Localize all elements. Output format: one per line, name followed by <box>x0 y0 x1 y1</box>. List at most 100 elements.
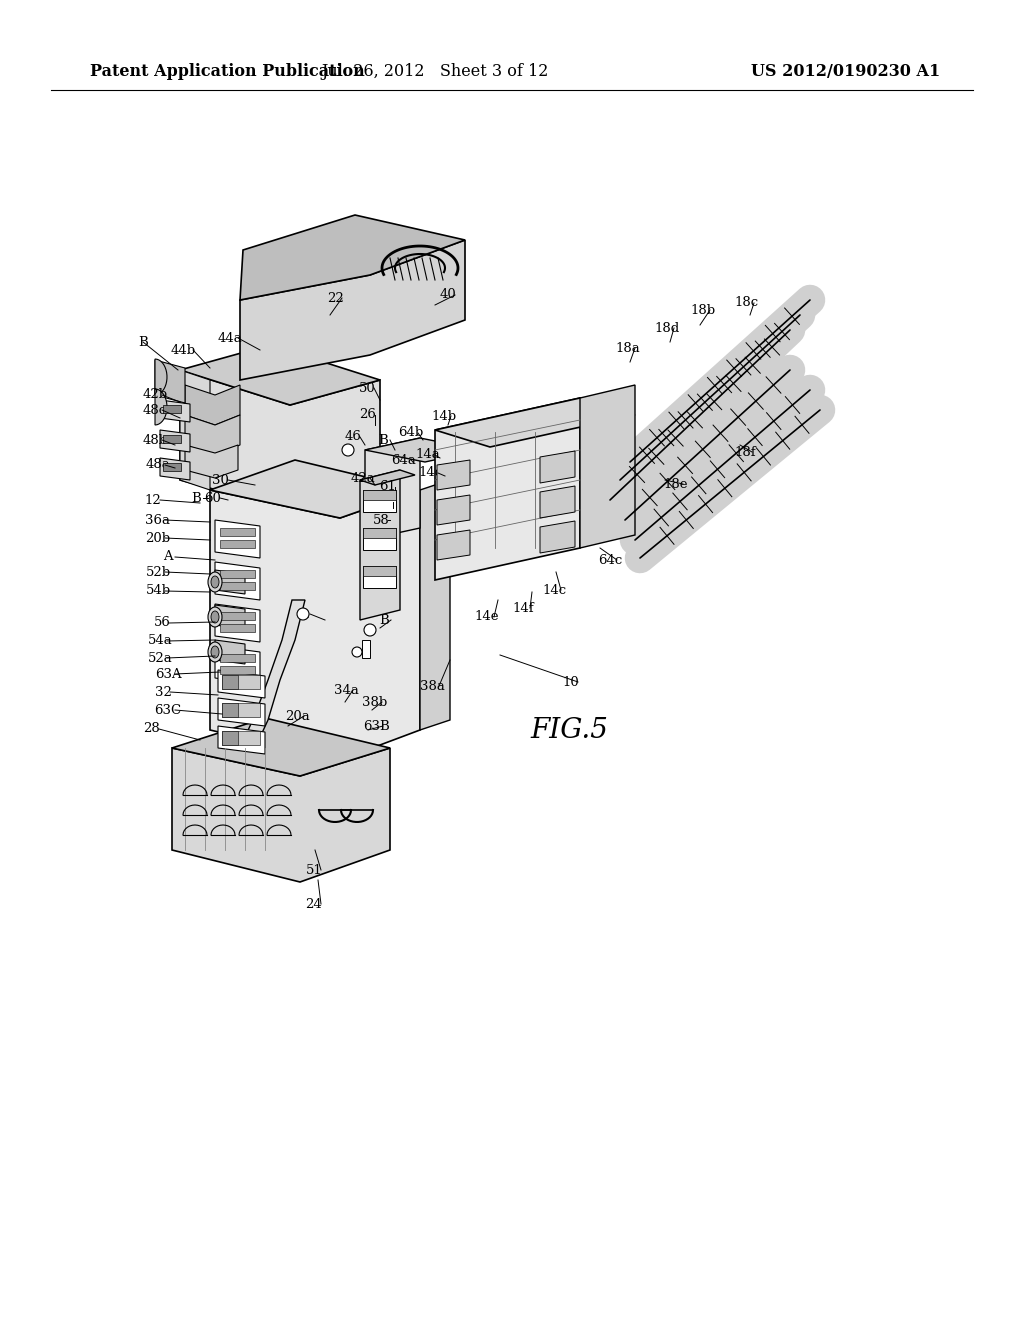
Text: 48b: 48b <box>142 433 168 446</box>
Text: 48a: 48a <box>145 458 170 471</box>
Polygon shape <box>218 726 265 754</box>
Bar <box>362 490 396 500</box>
Bar <box>362 566 396 576</box>
Text: 63C: 63C <box>155 704 181 717</box>
Polygon shape <box>180 370 380 510</box>
Polygon shape <box>435 399 635 447</box>
Ellipse shape <box>342 444 354 455</box>
Polygon shape <box>435 399 580 579</box>
Text: 30: 30 <box>212 474 228 487</box>
Text: B: B <box>379 614 389 627</box>
Polygon shape <box>360 470 415 484</box>
Polygon shape <box>437 495 470 525</box>
Polygon shape <box>540 486 575 517</box>
Text: A: A <box>163 550 173 564</box>
Text: 18f: 18f <box>734 446 756 458</box>
Polygon shape <box>160 400 190 422</box>
Bar <box>220 540 255 548</box>
Polygon shape <box>365 438 480 462</box>
Ellipse shape <box>352 647 362 657</box>
Bar <box>220 667 255 675</box>
Bar <box>163 436 181 444</box>
Text: B: B <box>138 335 147 348</box>
Text: 28: 28 <box>143 722 161 735</box>
Text: 38a: 38a <box>420 680 444 693</box>
Bar <box>222 704 260 717</box>
Polygon shape <box>240 215 465 300</box>
Text: 44a: 44a <box>218 331 243 345</box>
Polygon shape <box>185 445 238 478</box>
Polygon shape <box>215 605 260 642</box>
Polygon shape <box>155 360 185 403</box>
Bar <box>222 731 260 744</box>
Polygon shape <box>172 718 390 776</box>
Text: B: B <box>191 491 201 504</box>
Text: 63A: 63A <box>155 668 181 681</box>
Text: 64a: 64a <box>391 454 417 466</box>
Polygon shape <box>160 458 190 480</box>
Polygon shape <box>210 490 420 760</box>
Polygon shape <box>240 601 305 748</box>
Bar <box>220 570 255 578</box>
Bar <box>163 463 181 471</box>
Polygon shape <box>437 459 470 490</box>
Text: 46: 46 <box>344 430 361 444</box>
Ellipse shape <box>211 576 219 587</box>
Text: 54b: 54b <box>145 585 171 598</box>
Text: 51: 51 <box>305 863 323 876</box>
Polygon shape <box>218 671 265 698</box>
Ellipse shape <box>208 572 222 591</box>
Ellipse shape <box>208 642 222 663</box>
Text: 64c: 64c <box>598 553 623 566</box>
Text: 42a: 42a <box>350 471 376 484</box>
Text: 20a: 20a <box>285 710 309 722</box>
Text: 36a: 36a <box>145 513 171 527</box>
Text: 52b: 52b <box>145 565 171 578</box>
Polygon shape <box>155 389 167 425</box>
Text: 18a: 18a <box>615 342 640 355</box>
Bar <box>220 653 255 663</box>
Polygon shape <box>180 370 210 490</box>
Text: Patent Application Publication: Patent Application Publication <box>90 63 365 81</box>
Polygon shape <box>240 240 465 380</box>
Text: 54a: 54a <box>147 635 172 648</box>
Bar <box>163 405 181 413</box>
Text: 22: 22 <box>327 292 343 305</box>
Text: 44b: 44b <box>170 343 196 356</box>
Polygon shape <box>215 645 260 684</box>
Polygon shape <box>540 521 575 553</box>
Text: 18c: 18c <box>735 297 759 309</box>
Polygon shape <box>215 570 245 594</box>
Text: 64b: 64b <box>398 426 424 440</box>
Polygon shape <box>185 385 240 425</box>
Bar <box>222 675 260 689</box>
Text: 10: 10 <box>562 676 580 689</box>
Text: 18e: 18e <box>664 478 688 491</box>
Polygon shape <box>360 470 400 620</box>
Polygon shape <box>437 531 470 560</box>
Text: 61: 61 <box>380 480 396 494</box>
Polygon shape <box>185 414 240 455</box>
Text: 14d: 14d <box>419 466 443 479</box>
Text: 14c: 14c <box>542 583 566 597</box>
Ellipse shape <box>208 607 222 627</box>
Polygon shape <box>180 345 380 405</box>
Polygon shape <box>172 748 390 882</box>
Bar <box>362 528 396 550</box>
Text: Jul. 26, 2012   Sheet 3 of 12: Jul. 26, 2012 Sheet 3 of 12 <box>322 63 549 81</box>
Text: A: A <box>298 607 308 620</box>
Text: 50: 50 <box>358 381 376 395</box>
Text: 20b: 20b <box>145 532 171 544</box>
Ellipse shape <box>364 624 376 636</box>
Text: 56: 56 <box>154 616 170 630</box>
Text: FIG.5: FIG.5 <box>530 717 608 743</box>
Bar <box>362 490 396 512</box>
Text: 40: 40 <box>439 289 457 301</box>
Bar <box>362 528 396 539</box>
Polygon shape <box>215 562 260 601</box>
Text: 14a: 14a <box>416 449 440 462</box>
Polygon shape <box>365 438 420 540</box>
Polygon shape <box>160 430 190 451</box>
Polygon shape <box>215 640 245 664</box>
Polygon shape <box>215 520 260 558</box>
